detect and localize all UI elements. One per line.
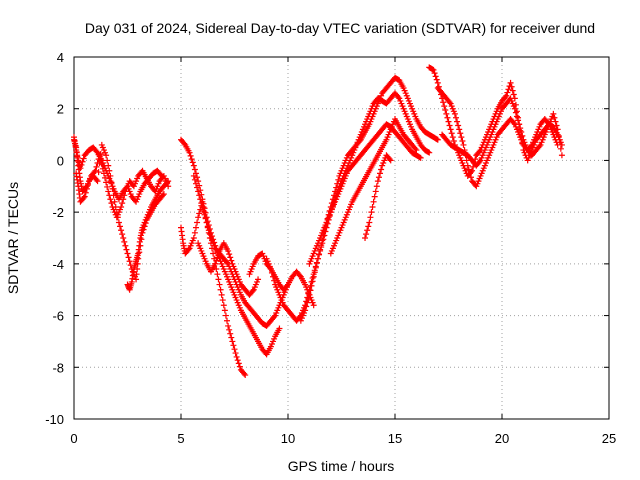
x-tick-label: 0 xyxy=(70,431,77,446)
series-markers xyxy=(362,152,394,241)
series-markers xyxy=(195,240,262,298)
x-axis-label: GPS time / hours xyxy=(288,458,395,474)
axis-ticks xyxy=(73,56,610,420)
x-tick-label: 10 xyxy=(281,431,295,446)
series-markers xyxy=(327,116,420,257)
x-tick-label: 25 xyxy=(602,431,616,446)
y-tick-label: -8 xyxy=(52,360,64,375)
x-tick-label: 15 xyxy=(388,431,402,446)
series-track-b xyxy=(71,134,165,205)
series-markers xyxy=(124,178,172,293)
series-markers xyxy=(71,134,165,205)
plot-frame xyxy=(73,56,610,420)
y-tick-label: 4 xyxy=(57,50,64,65)
series-track-c xyxy=(73,141,167,283)
y-tick-label: 2 xyxy=(57,102,64,117)
series-track-q xyxy=(439,95,561,169)
chart-title: Day 031 of 2024, Sidereal Day-to-day VTE… xyxy=(85,20,595,36)
data-points xyxy=(71,64,565,379)
y-tick-label: -2 xyxy=(52,205,64,220)
x-tick-label: 5 xyxy=(177,431,184,446)
series-track-n xyxy=(362,152,394,241)
x-tick-labels: 0 5 10 15 20 25 xyxy=(70,431,616,446)
y-axis-label: SDTVAR / TECUs xyxy=(5,182,21,294)
y-tick-label: -6 xyxy=(52,309,64,324)
y-tick-label: -10 xyxy=(45,412,64,427)
series-track-h xyxy=(195,240,262,298)
series-markers xyxy=(190,172,291,329)
series-track-m xyxy=(327,116,420,257)
series-markers xyxy=(439,95,561,169)
series-track-d xyxy=(124,178,172,293)
x-tick-label: 20 xyxy=(495,431,509,446)
series-track-g xyxy=(190,172,291,329)
y-tick-labels: -10 -8 -6 -4 -2 0 2 4 xyxy=(45,50,64,427)
series-markers xyxy=(306,121,424,267)
series-markers xyxy=(73,141,167,283)
series-track-l xyxy=(306,121,424,267)
y-tick-label: 0 xyxy=(57,153,64,168)
y-tick-label: -4 xyxy=(52,257,64,272)
